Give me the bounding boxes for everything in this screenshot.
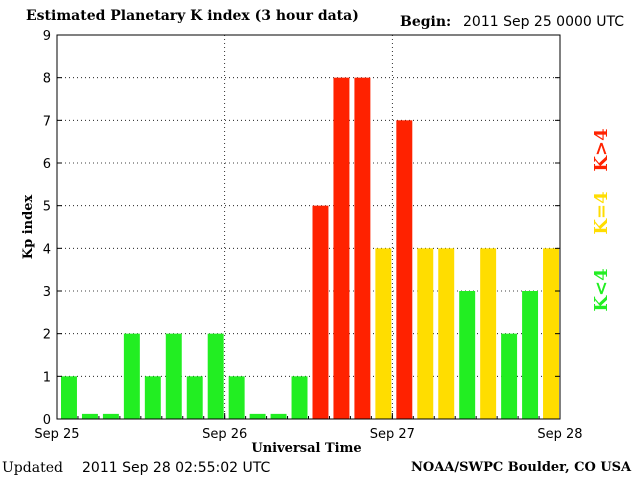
kp-bar xyxy=(228,376,245,419)
y-tick-label: 6 xyxy=(43,157,51,172)
x-axis-title: Universal Time xyxy=(251,441,361,456)
kp-bar xyxy=(81,413,98,419)
kp-bar xyxy=(207,333,224,419)
kp-bar xyxy=(270,413,287,419)
x-tick-label: Sep 27 xyxy=(370,427,415,442)
kp-bar xyxy=(396,120,413,419)
kp-bar xyxy=(165,333,182,419)
kp-bar xyxy=(186,376,203,419)
x-axis-ticks: Sep 25 Sep 26 Sep 27 Sep 28 xyxy=(34,413,583,442)
y-tick-label: 3 xyxy=(43,285,51,300)
kp-bar xyxy=(249,413,266,419)
kp-bar xyxy=(61,376,77,419)
legend-item: K<4 xyxy=(591,268,612,311)
legend-item: K>4 xyxy=(591,128,612,171)
updated-label: Updated xyxy=(2,460,63,476)
y-tick-label: 7 xyxy=(43,114,51,129)
y-axis-ticks: 0 1 2 3 4 5 6 7 8 9 xyxy=(43,29,560,428)
x-tick-label: Sep 26 xyxy=(202,427,247,442)
y-tick-label: 0 xyxy=(43,413,51,428)
legend: K>4 K=4 K<4 xyxy=(591,128,612,311)
kp-bar xyxy=(102,413,119,419)
y-tick-label: 5 xyxy=(43,200,51,215)
bars xyxy=(61,77,559,420)
kp-bar xyxy=(375,248,392,419)
x-tick-label: Sep 25 xyxy=(34,427,79,442)
kp-bar xyxy=(354,77,371,420)
kp-bar xyxy=(417,248,434,419)
chart-title: Estimated Planetary K index (3 hour data… xyxy=(26,8,359,24)
x-tick-label: Sep 28 xyxy=(537,427,582,442)
y-tick-label: 4 xyxy=(43,242,51,257)
kp-bar xyxy=(333,77,350,420)
begin-value: 2011 Sep 25 0000 UTC xyxy=(463,14,625,30)
kp-bar xyxy=(438,248,455,419)
kp-bar xyxy=(291,376,308,419)
kp-bar xyxy=(480,248,497,419)
y-tick-label: 8 xyxy=(43,72,51,87)
updated-value: 2011 Sep 28 02:55:02 UTC xyxy=(82,460,271,476)
y-axis-title: Kp index xyxy=(21,195,36,260)
y-tick-label: 9 xyxy=(43,29,51,44)
grid xyxy=(57,35,560,419)
kp-bar xyxy=(501,333,518,419)
y-tick-label: 2 xyxy=(43,328,51,343)
kp-bar xyxy=(459,291,476,419)
credit: NOAA/SWPC Boulder, CO USA xyxy=(411,460,632,475)
kp-bar xyxy=(312,205,329,419)
kp-bar xyxy=(123,333,140,419)
y-tick-label: 1 xyxy=(43,370,51,385)
legend-item: K=4 xyxy=(591,191,612,234)
kp-bar xyxy=(144,376,161,419)
begin-label: Begin: xyxy=(400,14,452,30)
kp-bar xyxy=(522,291,539,419)
